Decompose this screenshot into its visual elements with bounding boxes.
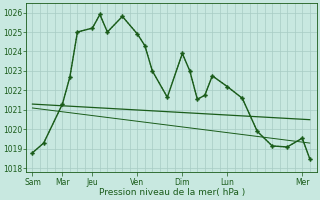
X-axis label: Pression niveau de la mer( hPa ): Pression niveau de la mer( hPa )	[99, 188, 245, 197]
